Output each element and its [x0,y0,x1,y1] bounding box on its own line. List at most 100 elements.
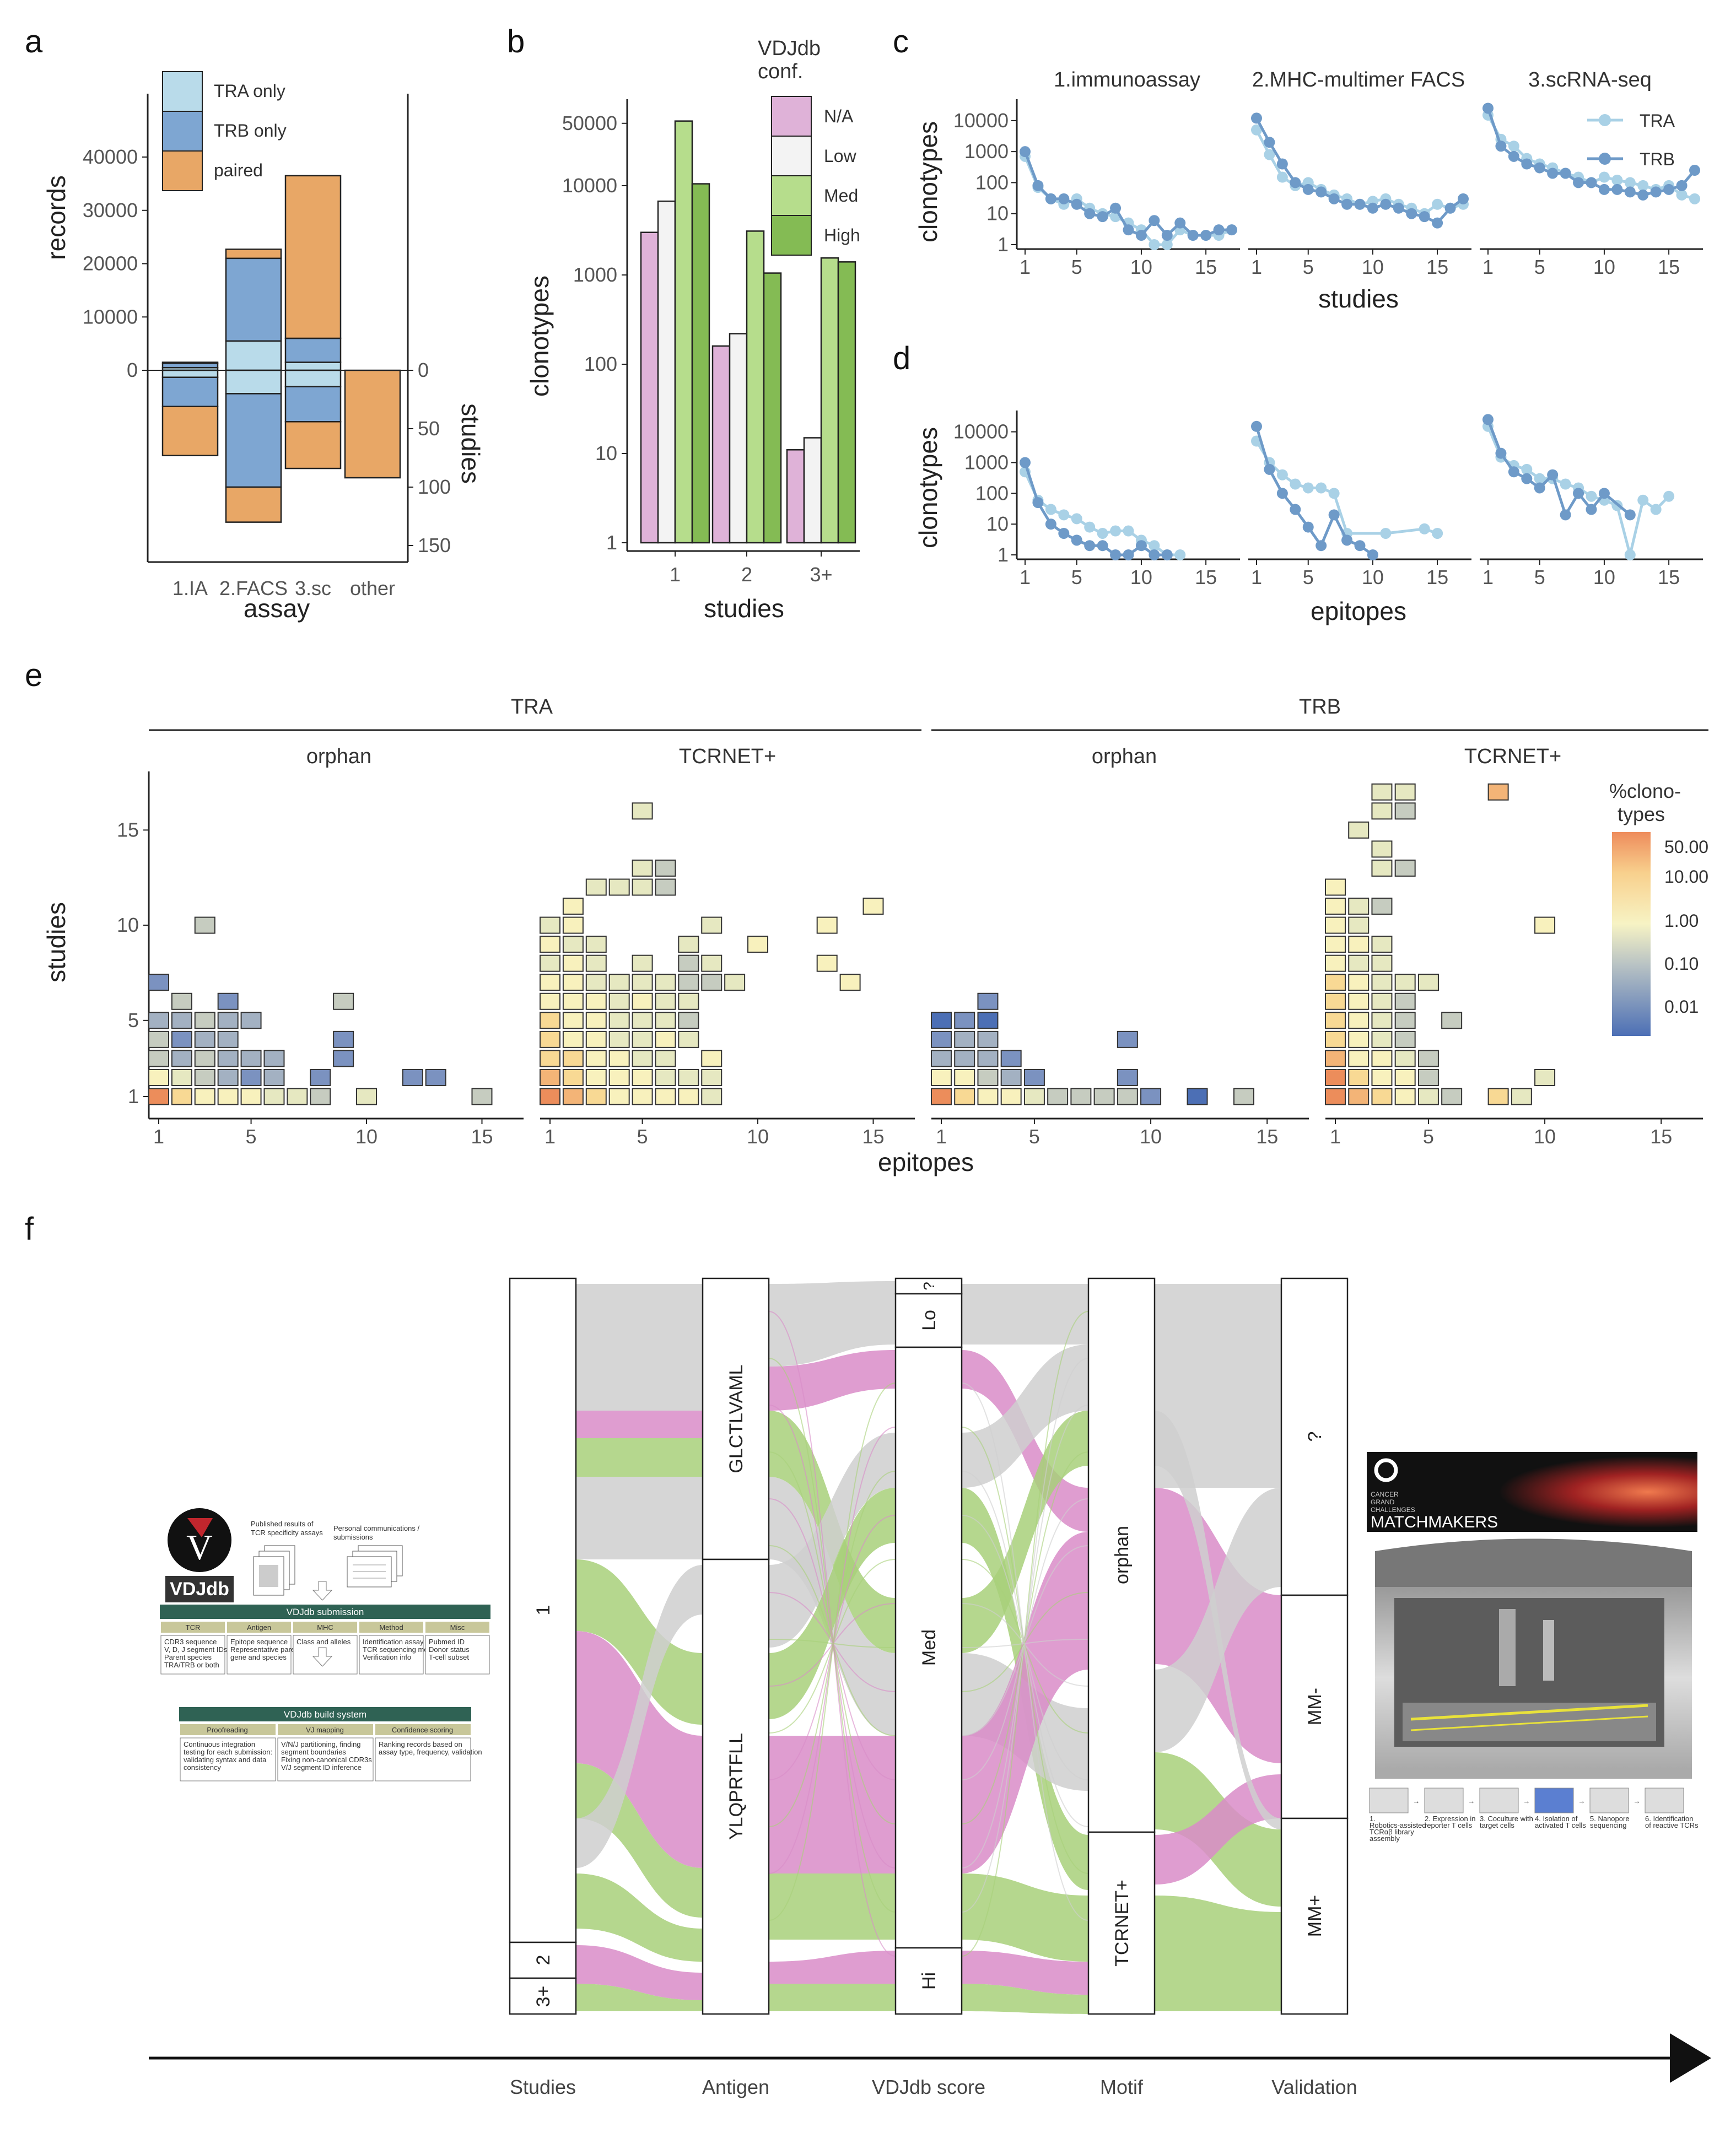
workflow-step-icon [1424,1788,1464,1813]
heatmap-cell [632,878,653,896]
build-col-label: VJ mapping [306,1726,344,1734]
panel-f-alluvial: 1 2 3+ GLCTLVAML YLQPRTFLL ? Lo Med Hi o… [149,1277,1711,2098]
flow-ribbon [1155,1896,1281,2011]
point-TRB [1534,482,1545,494]
point-TRB [1020,146,1031,158]
heatmap-cell [701,1088,723,1105]
submission-header [160,1605,490,1619]
heatmap-cell [217,1012,239,1029]
node-motif-orphan [1087,1277,1156,1833]
point-TRA [1598,171,1610,183]
point-TRB [1135,540,1147,552]
point-TRB [1097,211,1108,223]
point-TRB [1123,224,1134,236]
legend-label-med: Med [824,186,858,206]
submission-col-label: Antigen [247,1623,271,1632]
heatmap-cell [1371,898,1393,915]
heatmap-cell [287,1088,308,1105]
point-TRB [1097,540,1108,552]
point-TRB [1508,466,1519,478]
heatmap-cell [1117,1030,1138,1048]
point-TRB [1110,549,1122,560]
node-label-lo: Lo [919,1310,940,1331]
heatmap-cell [1371,1088,1393,1105]
x-tick-15: 15 [1426,566,1448,588]
flow-ribbon [769,1350,896,1411]
heatmap-cell [608,992,630,1010]
heatmap-cell [1394,1030,1416,1048]
submission-title: VDJdb submission [287,1607,364,1617]
legend-title-line1: VDJdb [758,37,821,60]
x-tick-3.sc: 3.sc [295,577,331,600]
records-bar-tra-3.sc [284,361,342,371]
workflow-step-label: 6. Identification [1645,1815,1693,1823]
heatmap-cell [240,1068,262,1086]
legend-title-line2: conf. [758,60,803,83]
series-line-TRB [1255,426,1374,557]
heatmap-cell [1140,1088,1162,1105]
heatmap-cell [1348,1088,1370,1105]
bar-Low-3+ [803,437,822,544]
heatmap-cell [562,936,584,953]
heatmap-cell [608,1012,630,1029]
heatmap-cell [194,916,215,934]
bar-N/A-3+ [786,449,805,544]
heatmap-cell [747,936,769,953]
x-tick-10: 10 [1130,256,1152,278]
heatmap-cell [585,954,607,972]
flow-thread [961,1639,1089,1648]
node-motif-tcrnet [1087,1831,1156,2015]
workflow-step-label: of reactive TCRs [1645,1821,1699,1829]
heatmap-cell [1371,840,1393,858]
bar-Low-2 [729,333,748,544]
heatmap-cell [540,936,560,953]
point-TRB [1328,193,1340,204]
point-TRB [1637,189,1649,201]
heatmap-cell [171,1012,192,1029]
heatmap-cell [977,1068,999,1086]
heatmap-cell [1348,1068,1370,1086]
point-TRA [1149,239,1160,250]
heatmap-cell [608,1088,630,1105]
point-TRB [1393,202,1404,214]
heatmap-cell [171,1030,192,1048]
workflow-arrow: → [1633,1797,1641,1805]
heatmap-cell [585,1050,607,1067]
flow-thread [961,1383,1089,1921]
point-TRB [1547,469,1559,480]
heatmap-cell [1534,916,1556,934]
point-TRB [1302,183,1314,195]
heatmap-cell [310,1068,331,1086]
point-TRB [1586,504,1597,515]
point-TRB [1161,549,1173,560]
y2-tick-50: 50 [418,417,440,440]
build-col-label: Proofreading [207,1726,247,1734]
legend-label-low: Low [824,146,857,166]
panel-a-ylabel: records [42,175,71,260]
flow-ribbon [1155,1774,1281,1885]
legend-key-med [771,175,812,216]
node-antigen-glc [702,1277,770,1561]
heatmap-cell [678,992,699,1010]
point-TRB [1123,549,1134,560]
group-trb: TRB [1299,695,1341,719]
heatmap-cell [1117,1088,1138,1105]
heatmap-cell [240,1012,262,1029]
point-TRB [1458,193,1469,204]
heatmap-cell [171,992,192,1010]
y-tick-5: 5 [128,1009,139,1032]
heatmap-cell [585,992,607,1010]
build-col-label: Confidence scoring [392,1726,453,1734]
submission-cell-line: Identification assay [363,1638,424,1646]
heatmap-cell [1371,954,1393,972]
x-tick-1: 1 [1020,566,1031,588]
cgc-text-2: GRAND [1371,1498,1395,1506]
submission-col-label: TCR [186,1623,201,1632]
legend-key-tra [162,71,203,112]
heatmap-cell [1348,916,1370,934]
published-results-label-2: TCR specificity assays [251,1529,323,1537]
point-TRB [1367,549,1378,560]
point-TRA [1508,141,1519,152]
node-label-mmplus: MM+ [1304,1895,1325,1937]
